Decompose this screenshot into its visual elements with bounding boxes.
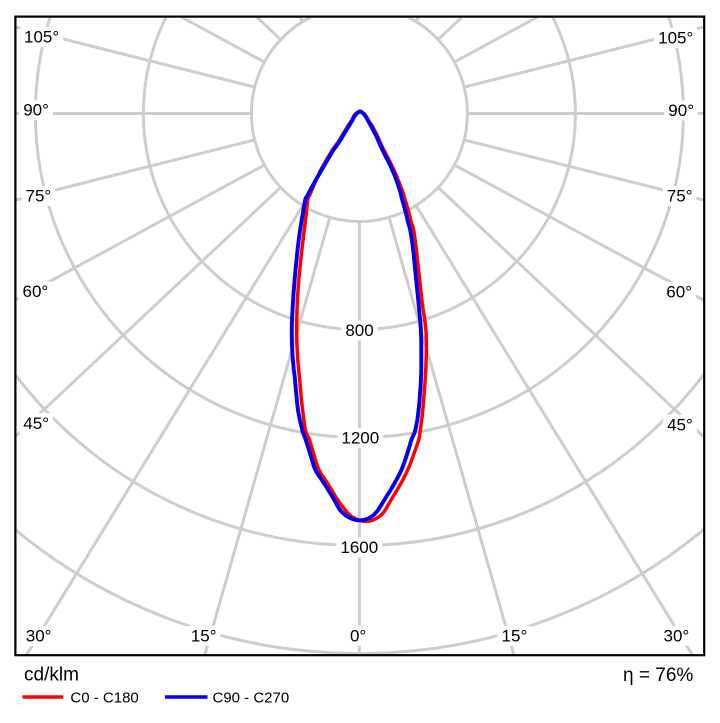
svg-text:0°: 0° <box>350 626 366 645</box>
svg-text:90°: 90° <box>23 101 49 120</box>
svg-text:C90 - C270: C90 - C270 <box>213 689 290 706</box>
svg-text:90°: 90° <box>668 101 694 120</box>
svg-text:cd/klm: cd/klm <box>24 665 79 686</box>
svg-text:105°: 105° <box>24 28 59 47</box>
svg-text:75°: 75° <box>26 186 52 205</box>
svg-text:45°: 45° <box>23 414 49 433</box>
svg-text:800: 800 <box>345 321 373 340</box>
svg-text:η = 76%: η = 76% <box>623 665 693 686</box>
svg-text:15°: 15° <box>502 626 528 645</box>
svg-text:15°: 15° <box>191 626 217 645</box>
svg-text:105°: 105° <box>658 28 693 47</box>
svg-text:45°: 45° <box>667 415 693 434</box>
svg-text:C0 - C180: C0 - C180 <box>70 689 138 706</box>
svg-text:1600: 1600 <box>340 538 378 557</box>
svg-text:1200: 1200 <box>341 429 379 448</box>
svg-text:30°: 30° <box>26 626 52 645</box>
svg-text:60°: 60° <box>23 282 49 301</box>
svg-text:75°: 75° <box>667 187 693 206</box>
svg-text:30°: 30° <box>664 626 690 645</box>
svg-text:60°: 60° <box>666 283 692 302</box>
